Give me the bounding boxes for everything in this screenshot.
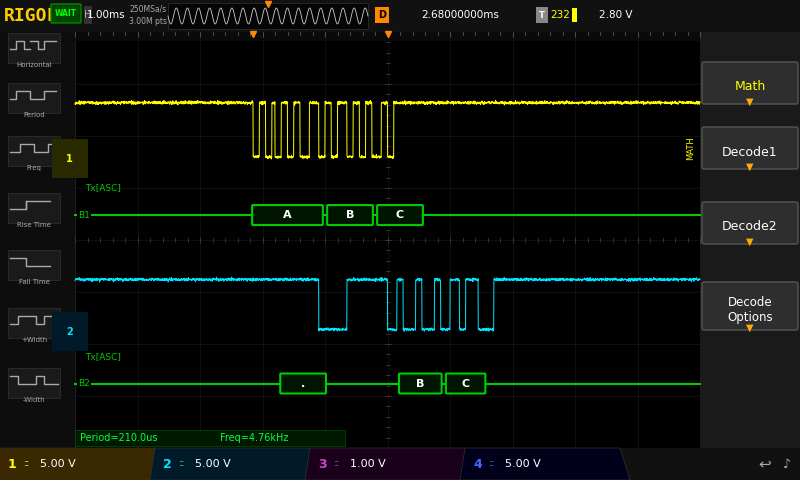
Bar — [700, 32, 800, 448]
Text: B: B — [416, 379, 425, 388]
Bar — [8, 33, 60, 63]
Bar — [0, 32, 75, 448]
Text: 1: 1 — [66, 154, 73, 164]
Text: ─: ─ — [489, 465, 492, 469]
Text: WAIT: WAIT — [55, 10, 77, 19]
Text: ─: ─ — [489, 459, 492, 465]
Text: 5.00 V: 5.00 V — [195, 459, 230, 469]
Polygon shape — [305, 448, 475, 480]
Text: ─: ─ — [179, 459, 182, 465]
Text: ─: ─ — [24, 465, 27, 469]
Text: .: . — [301, 379, 306, 388]
Text: ─: ─ — [24, 459, 27, 465]
FancyBboxPatch shape — [252, 205, 323, 225]
FancyBboxPatch shape — [399, 373, 442, 394]
Text: ▼: ▼ — [746, 97, 754, 107]
Text: C: C — [396, 210, 404, 220]
Bar — [168, 3, 368, 29]
FancyBboxPatch shape — [702, 202, 798, 244]
Text: ─: ─ — [334, 459, 338, 465]
Text: D: D — [378, 10, 386, 20]
Text: 3: 3 — [318, 457, 326, 470]
Bar — [75, 430, 345, 446]
Text: RIGOL: RIGOL — [4, 7, 58, 25]
Text: ♪: ♪ — [783, 457, 791, 470]
Bar — [8, 193, 60, 223]
Polygon shape — [150, 448, 320, 480]
Bar — [8, 368, 60, 398]
Bar — [8, 250, 60, 280]
Text: MATH: MATH — [686, 137, 695, 160]
Text: B: B — [346, 210, 354, 220]
Text: ─: ─ — [334, 465, 338, 469]
Text: 250MSa/s: 250MSa/s — [130, 4, 166, 13]
FancyBboxPatch shape — [446, 373, 486, 394]
Text: -Width: -Width — [22, 397, 46, 403]
Text: T: T — [539, 11, 545, 20]
Text: Horizontal: Horizontal — [16, 62, 52, 68]
Text: A: A — [283, 210, 292, 220]
Text: Decode1: Decode1 — [722, 145, 778, 158]
Text: B2: B2 — [78, 379, 90, 388]
Text: 2.68000000ms: 2.68000000ms — [421, 10, 499, 20]
Text: ▼: ▼ — [746, 323, 754, 333]
Bar — [84, 6, 92, 24]
Bar — [75, 32, 700, 41]
Text: 3.00M pts: 3.00M pts — [129, 16, 167, 25]
Text: ▼: ▼ — [746, 237, 754, 247]
FancyBboxPatch shape — [377, 205, 423, 225]
Text: Tx[ASC]: Tx[ASC] — [85, 352, 121, 361]
Polygon shape — [460, 448, 630, 480]
Text: 1: 1 — [8, 457, 17, 470]
Text: 1.00ms: 1.00ms — [86, 10, 126, 20]
Text: C: C — [462, 379, 470, 388]
Text: Freq=4.76kHz: Freq=4.76kHz — [220, 433, 288, 443]
Polygon shape — [0, 448, 165, 480]
Bar — [8, 308, 60, 338]
Bar — [75, 32, 700, 448]
Text: B1: B1 — [78, 211, 90, 219]
Text: Period=210.0us: Period=210.0us — [80, 433, 158, 443]
Text: ↩: ↩ — [758, 456, 771, 471]
Text: 2: 2 — [163, 457, 172, 470]
Text: Tx[ASC]: Tx[ASC] — [85, 183, 121, 192]
Text: +Width: +Width — [21, 337, 47, 343]
Bar — [8, 136, 60, 166]
Text: 1.00 V: 1.00 V — [350, 459, 386, 469]
Text: Math: Math — [734, 81, 766, 94]
FancyBboxPatch shape — [327, 205, 373, 225]
FancyBboxPatch shape — [280, 373, 326, 394]
FancyBboxPatch shape — [702, 127, 798, 169]
Text: Fall Time: Fall Time — [18, 279, 50, 285]
Bar — [572, 8, 577, 22]
Text: 5.00 V: 5.00 V — [40, 459, 76, 469]
Bar — [536, 7, 548, 23]
Text: ▼: ▼ — [746, 162, 754, 172]
Text: 2.80 V: 2.80 V — [599, 10, 633, 20]
Text: 232: 232 — [550, 10, 570, 20]
Text: Decode: Decode — [728, 296, 772, 309]
Bar — [375, 7, 389, 23]
Text: ─: ─ — [179, 465, 182, 469]
Bar — [0, 0, 800, 32]
Text: Decode2: Decode2 — [722, 220, 778, 233]
Text: Freq: Freq — [26, 165, 42, 171]
FancyBboxPatch shape — [702, 62, 798, 104]
Text: H: H — [84, 10, 92, 20]
Text: 4: 4 — [473, 457, 482, 470]
Text: Options: Options — [727, 311, 773, 324]
Text: 5.00 V: 5.00 V — [505, 459, 541, 469]
Text: Rise Time: Rise Time — [17, 222, 51, 228]
Text: 2: 2 — [66, 326, 73, 336]
Bar — [8, 83, 60, 113]
FancyBboxPatch shape — [702, 282, 798, 330]
FancyBboxPatch shape — [51, 4, 81, 23]
Text: Period: Period — [23, 112, 45, 118]
Bar — [0, 448, 800, 480]
